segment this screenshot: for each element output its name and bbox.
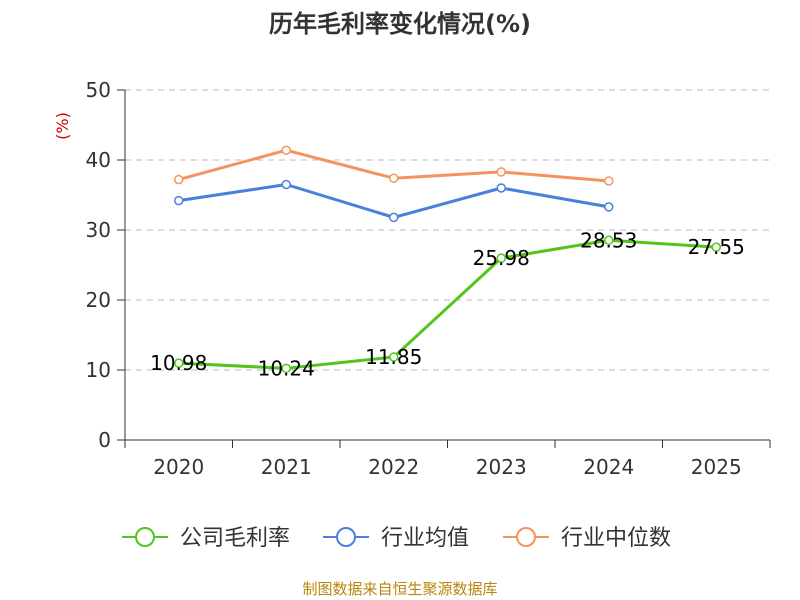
series-point-2 [389,173,399,183]
x-tick-label: 2020 [153,455,204,479]
series-point-0 [281,363,291,374]
y-axis-unit: (%) [53,112,72,140]
y-tick-label: 50 [86,78,111,102]
legend-marker [516,527,536,547]
data-label: 11.85 [365,345,422,369]
x-tick-label: 2024 [583,455,634,479]
x-tick-label: 2025 [691,455,742,479]
series-point-2 [281,145,291,155]
legend-label: 公司毛利率 [180,526,290,551]
series-point-1 [281,179,291,190]
legend: 公司毛利率 行业均值 行业中位数 [122,526,671,551]
series-point-1 [496,183,506,193]
series-point-0 [174,358,184,368]
series-point-1 [389,212,399,223]
series-point-2 [174,174,184,185]
y-tick-label: 40 [86,148,111,172]
y-tick-label: 30 [86,218,111,242]
series-point-0 [604,235,614,246]
legend-marker [336,527,356,547]
data-label: 27.55 [688,235,745,259]
series-point-0 [711,242,721,252]
x-tick-label: 2023 [476,455,527,479]
tick-labels: 0 10 20 30 40 50 2020 2021 2022 2023 2024 2025 [86,78,742,479]
data-label: 28.53 [580,228,637,252]
series-line-0 [178,238,717,370]
chart-title: 历年毛利率变化情况(%) [269,10,531,38]
axes [117,89,771,448]
series-lines [178,148,717,370]
data-label: 25.98 [473,246,530,270]
legend-label: 行业中位数 [561,526,671,551]
series-point-1 [604,202,614,212]
grid-lines [125,89,770,371]
series-point-2 [604,176,614,186]
y-tick-label: 10 [86,358,111,382]
legend-marker [135,527,155,547]
source-note: 制图数据来自恒生聚源数据库 [302,580,497,598]
series-points [174,145,721,374]
x-tick-label: 2022 [368,455,419,479]
series-point-0 [389,352,399,362]
x-tick-label: 2021 [261,455,312,479]
data-labels: 10.98 10.24 11.85 25.98 28.53 27.55 [150,228,745,380]
legend-label: 行业均值 [381,526,469,551]
series-point-1 [174,195,184,206]
series-point-0 [496,253,506,263]
y-tick-label: 0 [98,428,111,452]
data-label: 10.98 [150,351,207,375]
y-tick-label: 20 [86,288,111,312]
series-line-1 [178,183,610,219]
series-point-2 [496,167,506,177]
data-label: 10.24 [258,356,315,380]
